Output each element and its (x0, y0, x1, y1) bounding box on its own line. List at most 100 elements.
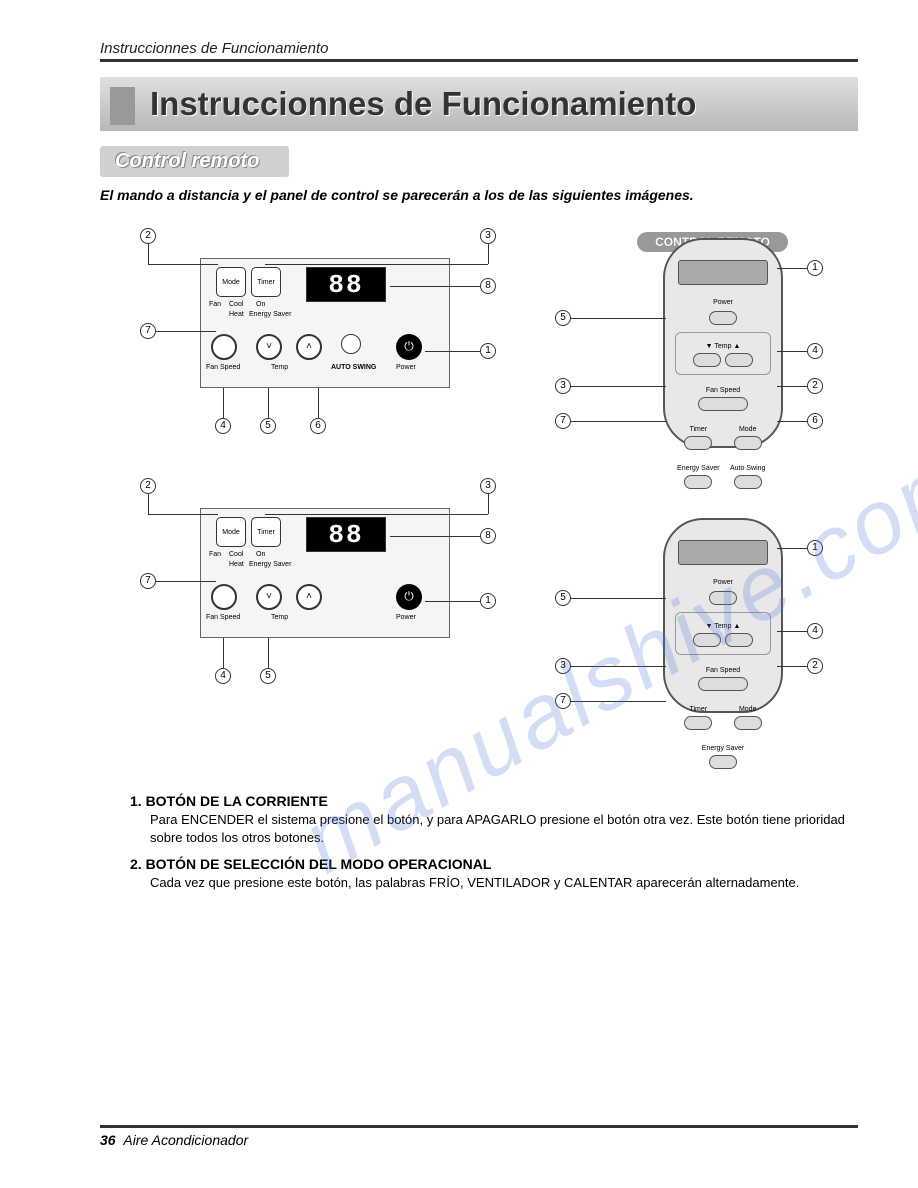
callout-5: 5 (555, 310, 571, 326)
lead (223, 638, 224, 668)
page-title: Instruccionnes de Funcionamiento (150, 85, 848, 123)
section-desc: Cada vez que presione este botón, las pa… (150, 874, 858, 892)
remote-mode[interactable] (734, 716, 762, 730)
callout-4: 4 (215, 668, 231, 684)
description-sections: 1. BOTÓN DE LA CORRIENTEPara ENCENDER el… (100, 793, 858, 892)
fan-label: Fan (209, 551, 221, 558)
remote-energy-saver[interactable] (709, 755, 737, 769)
remote-screen (678, 540, 768, 565)
callout-8: 8 (480, 278, 496, 294)
temp-label: Temp (271, 364, 288, 371)
remote-screen (678, 260, 768, 285)
cool-label: Cool (229, 551, 243, 558)
temp-display: 88 (306, 267, 386, 302)
lead (777, 631, 807, 632)
power-label: Power (396, 614, 416, 621)
temp-label: Temp (714, 623, 731, 630)
mode-button[interactable]: Mode (216, 267, 246, 297)
temp-up-button[interactable]: ˄ (296, 334, 322, 360)
mode-button[interactable]: Mode (216, 517, 246, 547)
fan-speed-label: Fan Speed (206, 364, 240, 371)
on-label: On (256, 301, 265, 308)
power-label: Power (396, 364, 416, 371)
lead (777, 666, 807, 667)
mode-label: Mode (739, 426, 757, 433)
callout-2: 2 (140, 228, 156, 244)
on-label: On (256, 551, 265, 558)
subtitle: Control remoto (115, 150, 259, 172)
callout-2: 2 (807, 658, 823, 674)
heat-label: Heat (229, 311, 244, 318)
callout-7: 7 (555, 693, 571, 709)
remote-power-button[interactable] (709, 591, 737, 605)
lead (425, 351, 480, 352)
fan-speed-label: Fan Speed (206, 614, 240, 621)
lead (265, 264, 488, 265)
callout-7: 7 (140, 323, 156, 339)
product-name: Aire Acondicionador (123, 1132, 248, 1148)
lead (571, 318, 666, 319)
temp-down-button[interactable]: ˅ (256, 334, 282, 360)
remote-auto-swing[interactable] (734, 475, 762, 489)
remote-fan-speed[interactable] (698, 677, 748, 691)
energy-saver-label: Energy Saver (249, 561, 291, 568)
callout-6: 6 (807, 413, 823, 429)
auto-swing-label: Auto Swing (730, 465, 765, 472)
remote-power-button[interactable] (709, 311, 737, 325)
lead (318, 388, 319, 418)
power-button[interactable]: ⏻ (396, 584, 422, 610)
lead (148, 514, 218, 515)
auto-swing-button[interactable] (341, 334, 361, 354)
mode-label: Mode (739, 706, 757, 713)
callout-4: 4 (807, 623, 823, 639)
lead (265, 514, 488, 515)
lead (488, 494, 489, 514)
remote-timer[interactable] (684, 716, 712, 730)
lead (571, 386, 666, 387)
temp-label: Temp (271, 614, 288, 621)
callout-5: 5 (260, 418, 276, 434)
auto-swing-label: AUTO SWING (331, 364, 376, 371)
power-label: Power (713, 579, 733, 586)
callout-3: 3 (555, 658, 571, 674)
remote-fan-speed[interactable] (698, 397, 748, 411)
callout-3: 3 (480, 478, 496, 494)
timer-label: Timer (689, 426, 707, 433)
fan-speed-button[interactable] (211, 334, 237, 360)
remote-temp-down[interactable] (693, 633, 721, 647)
remote-temp-up[interactable] (725, 353, 753, 367)
energy-saver-label: Energy Saver (702, 745, 744, 752)
callout-1: 1 (807, 260, 823, 276)
fan-speed-label: Fan Speed (706, 667, 740, 674)
timer-button[interactable]: Timer (251, 267, 281, 297)
heat-label: Heat (229, 561, 244, 568)
temp-up-button[interactable]: ˄ (296, 584, 322, 610)
temp-label: Temp (714, 343, 731, 350)
power-button[interactable]: ⏻ (396, 334, 422, 360)
lead (488, 244, 489, 264)
fan-speed-button[interactable] (211, 584, 237, 610)
lead (571, 598, 666, 599)
remote-temp-up[interactable] (725, 633, 753, 647)
lead (777, 386, 807, 387)
lead (148, 244, 149, 264)
fan-label: Fan (209, 301, 221, 308)
lead (156, 331, 216, 332)
remote-control-1: Power ▼ Temp ▲ Fan Speed Timer Mode Ener… (663, 238, 783, 448)
timer-button[interactable]: Timer (251, 517, 281, 547)
callout-7: 7 (555, 413, 571, 429)
remote-timer[interactable] (684, 436, 712, 450)
remote-energy-saver[interactable] (684, 475, 712, 489)
section-desc: Para ENCENDER el sistema presione el bot… (150, 811, 858, 846)
lead (777, 351, 807, 352)
remote-control-2: Power ▼ Temp ▲ Fan Speed Timer Mode Ener… (663, 518, 783, 713)
lead (148, 264, 218, 265)
callout-1: 1 (807, 540, 823, 556)
remote-mode[interactable] (734, 436, 762, 450)
callout-1: 1 (480, 593, 496, 609)
lead (571, 701, 666, 702)
subtitle-box: Control remoto (100, 146, 289, 177)
temp-down-button[interactable]: ˅ (256, 584, 282, 610)
callout-3: 3 (555, 378, 571, 394)
remote-temp-down[interactable] (693, 353, 721, 367)
